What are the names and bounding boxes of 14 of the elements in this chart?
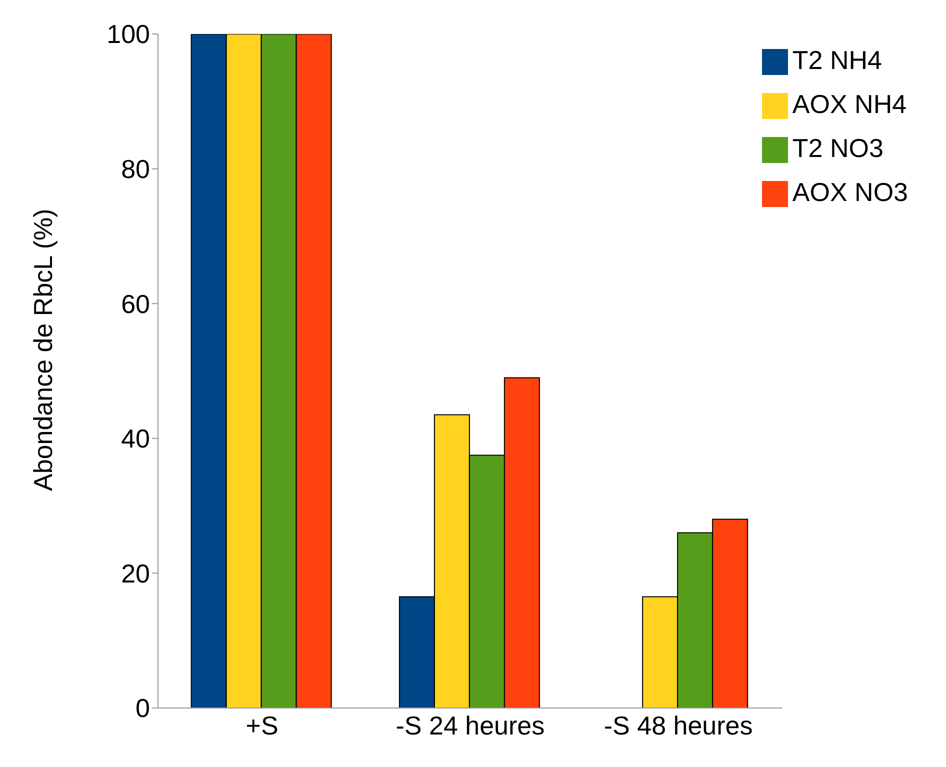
x-tick-label: +S	[246, 710, 278, 740]
y-axis-title: Abondance de RbcL (%)	[28, 208, 58, 491]
legend-label: AOX NO3	[792, 177, 908, 207]
y-tick-label: 0	[136, 693, 150, 724]
x-tick-label: -S 24 heures	[396, 710, 545, 740]
y-tick-label: 80	[121, 154, 150, 184]
legend-label: T2 NH4	[792, 45, 882, 75]
legend-label: AOX NH4	[792, 89, 907, 119]
x-tick-label: -S 48 heures	[604, 710, 753, 740]
y-tick-label: 100	[106, 19, 150, 50]
y-tick-label: 60	[121, 288, 150, 319]
legend-label: T2 NO3	[792, 133, 884, 163]
y-tick-label: 20	[121, 558, 150, 588]
y-tick-label: 40	[121, 424, 150, 454]
